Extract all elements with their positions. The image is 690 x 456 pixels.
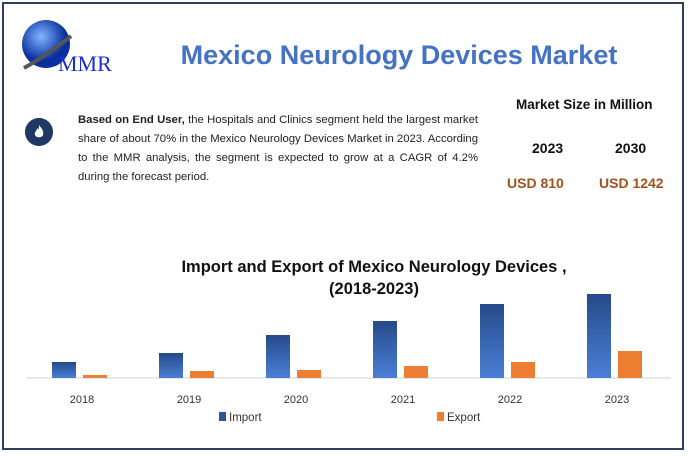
bar-import-2023 [587, 294, 611, 378]
legend-label-import: Import [229, 412, 262, 424]
mmr-logo: MMR [22, 20, 112, 76]
bar-import-2019 [159, 353, 183, 378]
bar-export-2020 [297, 370, 321, 378]
legend-swatch-import [219, 412, 226, 421]
flame-icon [25, 118, 53, 146]
x-tick-label: 2022 [498, 394, 522, 406]
bar-chart: 2018 2019 2020 2021 2022 2023 Import Export [27, 294, 671, 424]
bar-export-2022 [511, 362, 535, 378]
market-size-label: Market Size in Million [516, 97, 653, 112]
legend-label-export: Export [447, 412, 481, 424]
bar-import-2018 [52, 362, 76, 378]
bar-export-2021 [404, 366, 428, 378]
x-tick-label: 2018 [70, 394, 94, 406]
svg-text:MMR: MMR [58, 51, 112, 76]
chart-title: Import and Export of Mexico Neurology De… [181, 258, 567, 298]
x-tick-label: 2019 [177, 394, 201, 406]
year-2030: 2030 [615, 140, 647, 156]
bar-export-2023 [618, 351, 642, 378]
infographic: MMR Mexico Neurology Devices Market Base… [2, 2, 684, 450]
summary-text: Based on End User, the Hospitals and Cli… [78, 114, 478, 183]
x-tick-label: 2020 [284, 394, 308, 406]
x-tick-label: 2023 [605, 394, 629, 406]
value-2030: USD 1242 [599, 175, 664, 191]
bar-export-2018 [83, 375, 107, 378]
page-title: Mexico Neurology Devices Market [180, 40, 618, 70]
legend-swatch-export [437, 412, 444, 421]
bar-import-2022 [480, 304, 504, 378]
x-tick-label: 2021 [391, 394, 415, 406]
bar-export-2019 [190, 371, 214, 378]
year-2023: 2023 [532, 140, 564, 156]
bar-import-2020 [266, 335, 290, 378]
bar-import-2021 [373, 321, 397, 378]
value-2023: USD 810 [507, 175, 564, 191]
